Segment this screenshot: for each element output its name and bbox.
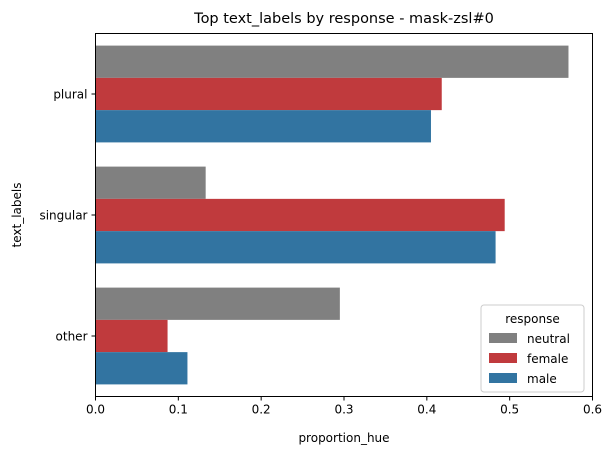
legend-title: response xyxy=(505,312,560,326)
legend-swatch-male xyxy=(489,373,517,383)
x-axis: 0.0 0.1 0.2 0.3 0.4 0.5 0.6 xyxy=(86,396,602,417)
x-tick-label: 0.6 xyxy=(583,403,602,417)
y-tick-label: plural xyxy=(53,88,87,102)
x-tick-label: 0.1 xyxy=(169,403,188,417)
y-tick-label: singular xyxy=(39,209,87,223)
plot-frame xyxy=(95,33,593,397)
bar-neutral-plural xyxy=(95,45,569,78)
x-tick-label: 0.2 xyxy=(252,403,271,417)
bar-male-singular xyxy=(95,231,496,264)
legend-box xyxy=(480,304,585,393)
x-tick-label: 0.4 xyxy=(417,403,436,417)
legend-label-female: female xyxy=(527,352,568,366)
bar-neutral-other xyxy=(95,287,340,320)
bar-female-singular xyxy=(95,198,505,232)
legend-swatch-neutral xyxy=(489,333,517,343)
bars xyxy=(95,45,569,385)
bar-female-other xyxy=(95,319,168,353)
chart-title: Top text_labels by response - mask-zsl#0 xyxy=(193,11,494,27)
legend: response neutral female male xyxy=(480,304,585,393)
x-tick-label: 0.5 xyxy=(500,403,519,417)
legend-swatch-female xyxy=(489,353,517,363)
bar-neutral-singular xyxy=(95,166,206,199)
y-tick-label: other xyxy=(56,330,88,344)
x-tick-label: 0.0 xyxy=(86,403,105,417)
legend-label-neutral: neutral xyxy=(527,332,570,346)
bar-male-other xyxy=(95,352,188,385)
x-tick-label: 0.3 xyxy=(334,403,353,417)
x-axis-label: proportion_hue xyxy=(298,431,389,445)
bar-male-plural xyxy=(95,110,431,143)
y-axis: plural singular other xyxy=(39,88,96,344)
legend-label-male: male xyxy=(527,372,557,386)
y-axis-label: text_labels xyxy=(10,183,24,248)
bar-female-plural xyxy=(95,77,442,111)
